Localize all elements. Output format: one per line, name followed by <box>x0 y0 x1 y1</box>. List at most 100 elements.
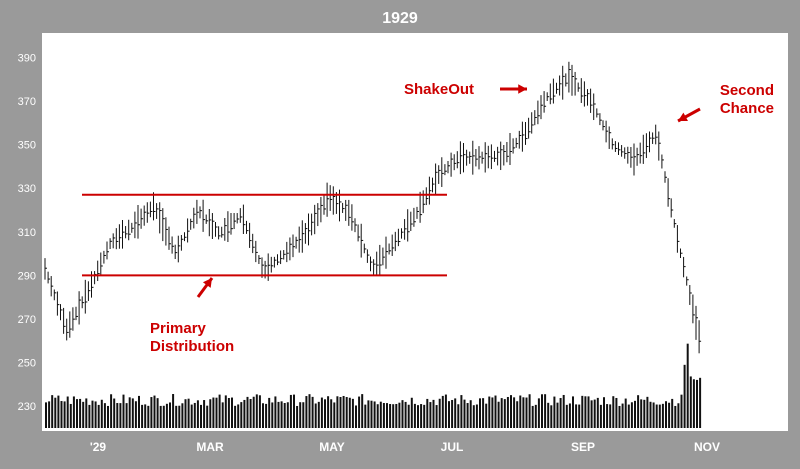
volume-bar <box>500 398 503 428</box>
volume-bar <box>627 404 630 428</box>
volume-bar <box>265 403 268 428</box>
y-tick-label: 330 <box>18 183 36 195</box>
volume-bar <box>169 402 171 428</box>
volume-bar <box>209 399 212 428</box>
volume-bar <box>556 402 559 428</box>
volume-bar <box>395 403 398 428</box>
volume-bar <box>398 402 401 428</box>
volume-bar <box>88 404 91 428</box>
volume-bar <box>519 395 522 428</box>
volume-bar <box>330 399 333 428</box>
volume-bar <box>48 401 51 428</box>
volume-bar <box>370 400 373 428</box>
volume-bar <box>668 402 671 428</box>
volume-bar <box>572 396 574 428</box>
x-tick-label: SEP <box>571 440 595 454</box>
volume-bar <box>159 405 162 428</box>
volume-bar <box>612 396 615 428</box>
volume-bar <box>550 405 553 428</box>
volume-bar <box>184 399 187 428</box>
volume-bar <box>683 364 686 428</box>
volume-bar <box>640 399 643 428</box>
volume-bar <box>525 397 528 428</box>
volume-bar <box>522 397 525 428</box>
volume-bar <box>606 404 609 428</box>
volume-bar <box>652 402 655 428</box>
volume-bar <box>630 402 633 428</box>
y-ticks: 230 250 270 290 310 330 350 370 390 <box>18 52 36 413</box>
volume-bar <box>392 404 395 428</box>
volume-bar <box>274 396 277 428</box>
volume-bar <box>234 405 237 428</box>
volume-bar <box>575 404 578 428</box>
volume-bar <box>162 405 165 428</box>
volume-bar <box>293 394 295 428</box>
volume-bar <box>283 403 286 428</box>
volume-bar <box>364 404 367 428</box>
volume-bar <box>246 396 249 428</box>
volume-bar <box>122 394 125 428</box>
volume-bar <box>658 404 661 428</box>
volume-bar <box>420 404 423 428</box>
volume-bar <box>66 396 69 428</box>
volume-bar <box>581 395 584 428</box>
volume-bar <box>212 397 215 428</box>
volume-bar <box>131 398 134 428</box>
annotations: ShakeOut Second Chance Primary Distribution <box>150 81 774 355</box>
volume-bar <box>466 403 469 428</box>
volume-bar <box>438 398 441 428</box>
volume-bar <box>358 396 361 428</box>
volume-bar <box>119 403 122 428</box>
volume-bar <box>215 397 218 428</box>
volume-bar <box>94 401 97 428</box>
volume-bar <box>448 401 450 428</box>
y-tick-label: 230 <box>18 401 36 413</box>
volume-bar <box>317 401 320 428</box>
volume-bar <box>593 399 596 428</box>
volume-bar <box>565 404 568 428</box>
volume-bar <box>389 404 392 428</box>
volume-bar <box>451 399 454 428</box>
volume-bar <box>221 402 224 428</box>
volume-bar <box>696 379 698 428</box>
x-tick-label: NOV <box>694 440 720 454</box>
volume-bar <box>206 405 209 428</box>
volume-bar <box>503 399 506 428</box>
volume-bar <box>441 395 444 428</box>
volume-bar <box>305 396 308 428</box>
volume-bar <box>107 405 109 428</box>
volume-bar <box>311 396 314 428</box>
volume-bar <box>479 398 481 428</box>
volume-bar <box>689 376 692 428</box>
volume-bar <box>426 398 429 428</box>
volume-bar <box>584 396 587 428</box>
volume-bar <box>262 403 264 428</box>
y-tick-label: 290 <box>18 270 36 282</box>
volume-bar <box>156 398 159 428</box>
volume-bar <box>624 398 627 428</box>
volume-bar <box>432 399 435 428</box>
volume-bar <box>516 401 519 428</box>
volume-bar <box>240 402 243 428</box>
annotation-primary-distribution-arrow-head <box>202 278 212 288</box>
volume-bar <box>200 404 202 428</box>
volume-bar <box>72 396 75 428</box>
volume-bar <box>203 400 206 428</box>
volume-bar <box>410 397 413 428</box>
volume-bar <box>497 401 500 428</box>
volume-bar <box>271 402 274 428</box>
volume-bar <box>655 404 658 428</box>
volume-bars <box>45 343 702 428</box>
volume-bar <box>494 395 497 428</box>
y-tick-label: 310 <box>18 227 36 239</box>
volume-bar <box>268 397 271 428</box>
volume-bar <box>692 379 695 428</box>
volume-bar <box>528 394 531 428</box>
volume-bar <box>401 400 404 428</box>
volume-bar <box>302 402 305 428</box>
volume-bar <box>671 398 674 428</box>
volume-bar <box>444 394 447 428</box>
volume-bar <box>373 401 376 428</box>
volume-bar <box>423 404 426 428</box>
